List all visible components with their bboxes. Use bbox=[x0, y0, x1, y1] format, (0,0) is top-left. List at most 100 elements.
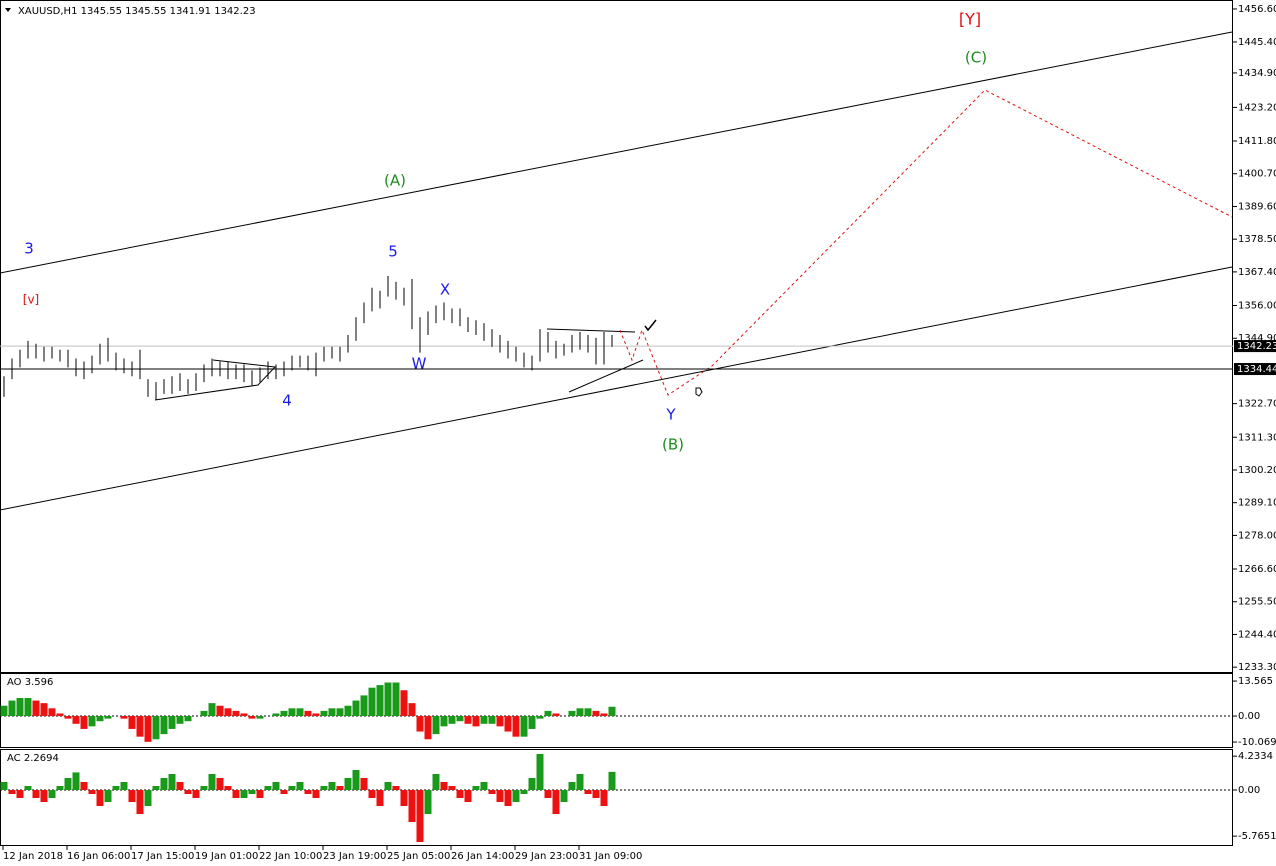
histogram-bar bbox=[144, 716, 152, 742]
histogram-bar bbox=[592, 790, 600, 798]
histogram-bar bbox=[520, 790, 528, 794]
y-tick-label: 1367.40 bbox=[1238, 267, 1276, 278]
histogram-bar bbox=[296, 782, 304, 790]
histogram-bar bbox=[16, 790, 24, 798]
histogram-bar bbox=[64, 716, 72, 719]
histogram-bar bbox=[312, 790, 320, 798]
main-panel bbox=[0, 0, 1233, 673]
histogram-bar bbox=[328, 782, 336, 790]
wave-label: [v] bbox=[23, 293, 39, 307]
y-tick-label: 1255.50 bbox=[1238, 597, 1276, 608]
histogram-bar bbox=[320, 710, 328, 717]
y-tick-label: 1423.20 bbox=[1238, 102, 1276, 113]
histogram-bar bbox=[240, 790, 248, 798]
histogram-bar bbox=[416, 790, 424, 842]
y-tick-label: 1266.60 bbox=[1238, 564, 1276, 575]
histogram-bar bbox=[360, 695, 368, 717]
histogram-bar bbox=[400, 790, 408, 806]
y-tick-label: 1445.40 bbox=[1238, 37, 1276, 48]
wave-label: 4 bbox=[282, 392, 292, 410]
histogram-bar bbox=[0, 782, 8, 790]
histogram-bar bbox=[552, 790, 560, 814]
histogram-bar bbox=[344, 778, 352, 790]
histogram-bar bbox=[176, 716, 184, 724]
ao-panel bbox=[0, 673, 1233, 748]
histogram-bar bbox=[216, 778, 224, 790]
time-label: 25 Jan 05:00 bbox=[387, 851, 450, 862]
channel-line bbox=[0, 266, 1233, 511]
histogram-bar bbox=[480, 782, 488, 790]
histogram-bar bbox=[248, 716, 256, 719]
histogram-bar bbox=[264, 786, 272, 790]
histogram-bar bbox=[80, 782, 88, 790]
histogram-bar bbox=[472, 786, 480, 790]
histogram-bar bbox=[488, 716, 496, 724]
histogram-bar bbox=[528, 716, 536, 729]
time-label: 31 Jan 09:00 bbox=[579, 851, 642, 862]
ac-title: AC 2.2694 bbox=[7, 753, 59, 764]
ac-panel bbox=[0, 749, 1233, 846]
y-tick-label: 1456.60 bbox=[1238, 4, 1276, 15]
histogram-bar bbox=[336, 786, 344, 790]
histogram-bar bbox=[248, 790, 256, 794]
histogram-bar bbox=[576, 774, 584, 790]
histogram-bar bbox=[232, 710, 240, 717]
histogram-bar bbox=[472, 716, 480, 727]
histogram-bar bbox=[280, 790, 288, 794]
y-tick-label: 0.00 bbox=[1238, 711, 1260, 722]
histogram-bar bbox=[256, 716, 264, 719]
wave-label: [Y] bbox=[959, 10, 981, 29]
y-tick-label: -10.069 bbox=[1238, 737, 1276, 748]
histogram-bar bbox=[216, 705, 224, 717]
y-tick-label: 1311.30 bbox=[1238, 432, 1276, 443]
histogram-bar bbox=[328, 708, 336, 717]
histogram-bar bbox=[584, 708, 592, 717]
histogram-bar bbox=[496, 716, 504, 727]
histogram-bar bbox=[184, 790, 192, 794]
histogram-bar bbox=[224, 708, 232, 717]
histogram-bar bbox=[176, 782, 184, 790]
time-label: 17 Jan 15:00 bbox=[131, 851, 194, 862]
histogram-bar bbox=[296, 708, 304, 717]
y-tick-label: 1434.90 bbox=[1238, 68, 1276, 79]
histogram-bar bbox=[32, 700, 40, 717]
time-label: 23 Jan 19:00 bbox=[323, 851, 386, 862]
histogram-bar bbox=[464, 716, 472, 724]
histogram-bar bbox=[48, 708, 56, 717]
histogram-bar bbox=[536, 754, 544, 790]
histogram-bar bbox=[120, 716, 128, 719]
time-label: 16 Jan 06:00 bbox=[67, 851, 130, 862]
histogram-bar bbox=[376, 685, 384, 717]
histogram-bar bbox=[112, 786, 120, 790]
histogram-bar bbox=[104, 716, 112, 719]
histogram-bar bbox=[576, 708, 584, 717]
chart-title: XAUUSD,H1 1345.55 1345.55 1341.91 1342.2… bbox=[18, 6, 256, 17]
histogram-bar bbox=[136, 790, 144, 814]
histogram-bar bbox=[608, 771, 616, 790]
wave-label: Y bbox=[665, 406, 676, 424]
histogram-bar bbox=[312, 713, 320, 717]
histogram-bar bbox=[0, 705, 8, 717]
histogram-bar bbox=[448, 716, 456, 724]
wave-label: (B) bbox=[662, 436, 684, 454]
histogram-bar bbox=[168, 774, 176, 790]
histogram-bar bbox=[600, 790, 608, 806]
histogram-bar bbox=[408, 703, 416, 717]
histogram-bar bbox=[552, 713, 560, 717]
y-tick-label: 1300.20 bbox=[1238, 465, 1276, 476]
histogram-bar bbox=[128, 716, 136, 729]
histogram-bar bbox=[104, 790, 112, 802]
histogram-bar bbox=[72, 772, 80, 790]
histogram-bar bbox=[528, 778, 536, 790]
time-label: 29 Jan 23:00 bbox=[515, 851, 578, 862]
histogram-bar bbox=[584, 790, 592, 794]
histogram-bar bbox=[368, 687, 376, 717]
histogram-bar bbox=[160, 716, 168, 735]
histogram-bar bbox=[568, 710, 576, 717]
ao-title: AO 3.596 bbox=[7, 677, 53, 688]
histogram-bar bbox=[320, 786, 328, 790]
check-mark bbox=[644, 319, 657, 332]
histogram-bar bbox=[96, 790, 104, 806]
